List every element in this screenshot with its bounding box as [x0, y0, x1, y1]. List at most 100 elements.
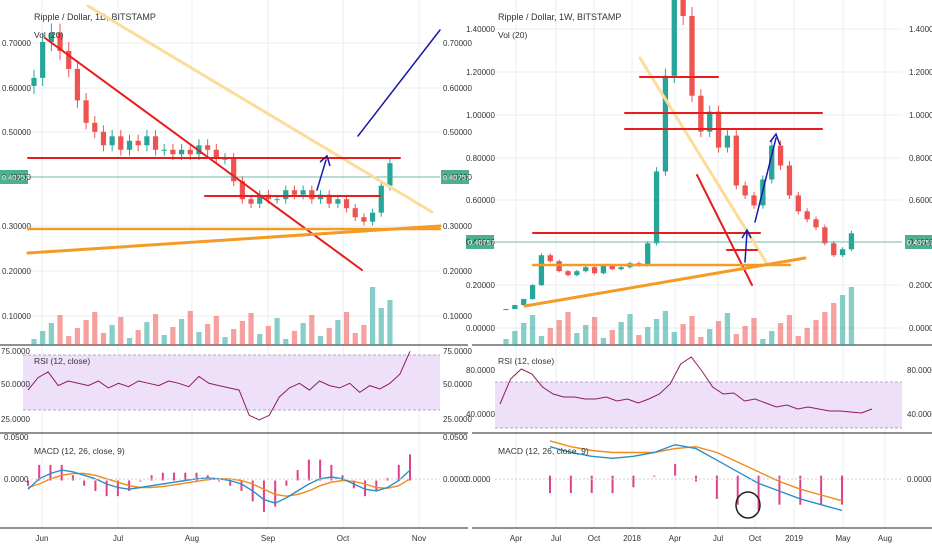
right-candle	[742, 185, 748, 196]
right-macd-tick: 0.0000	[907, 475, 932, 484]
right-candle	[804, 211, 810, 220]
left-macd-label: MACD (12, 26, close, 9)	[34, 446, 125, 456]
left-candle	[257, 194, 263, 204]
right-x-tick: 2019	[785, 534, 803, 543]
left-volume-bar	[317, 336, 324, 345]
left-rsi-band	[23, 355, 440, 410]
right-price-tick-left: 0.40000	[466, 238, 495, 247]
left-price-tick-left: 0.50000	[2, 128, 31, 137]
left-price-tick: 0.40000	[443, 173, 472, 182]
right-candle	[831, 243, 837, 256]
left-price-badge: 0.40757	[443, 173, 470, 182]
left-price-tick-left: 0.60000	[2, 84, 31, 93]
right-candle	[680, 0, 686, 16]
right-price-tick: 0.20000	[909, 281, 932, 290]
left-candle	[144, 136, 150, 146]
right-price-tick-left: 1.20000	[466, 68, 495, 77]
left-candle	[83, 100, 89, 123]
right-volume-bar	[512, 331, 518, 345]
left-candle	[343, 199, 350, 209]
left-x-tick: Jun	[36, 534, 49, 543]
left-volume-bar	[161, 335, 167, 345]
right-volume-bar	[742, 326, 748, 345]
left-candle	[135, 140, 141, 146]
left-price-tick: 0.70000	[443, 39, 472, 48]
right-volume-bar	[680, 324, 686, 345]
right-volume-bar	[831, 303, 837, 345]
right-price-tick: 0.80000	[909, 154, 932, 163]
left-rsi-line	[27, 351, 411, 421]
right-projection-arrow-head	[769, 132, 781, 146]
left-volume-bar	[291, 331, 298, 345]
right-macd-hist-bar	[715, 475, 718, 499]
left-macd-hist-bar	[409, 454, 411, 481]
left-price-tick-left: 0.40000	[2, 173, 31, 182]
right-candle	[707, 111, 713, 132]
left-volume-bar	[248, 313, 254, 345]
left-volume-bar	[187, 311, 193, 345]
left-macd-tick-left: 0.0000	[4, 475, 29, 484]
right-candle	[671, 0, 677, 76]
left-volume-bar	[144, 322, 150, 345]
left-volume-bar	[283, 339, 289, 345]
left-candle	[118, 136, 124, 150]
left-volume-bar	[326, 328, 332, 345]
right-macd-hist-bar	[736, 475, 739, 505]
right-volume-bar	[645, 327, 651, 345]
right-rsi-tick: 80.0000	[907, 366, 932, 375]
right-price-tick: 0.40000	[909, 238, 932, 247]
right-candle	[645, 243, 651, 266]
left-volume-bar	[31, 339, 37, 345]
right-macd-signal-line	[549, 440, 843, 502]
right-volume-bar	[565, 312, 571, 345]
left-macd-hist-bar	[94, 480, 97, 491]
left-volume-bar	[257, 334, 263, 345]
right-long-resistance-trendline	[638, 56, 768, 264]
left-volume-bar	[369, 287, 376, 345]
left-price-tick: 0.10000	[443, 312, 472, 321]
left-candle	[178, 149, 185, 155]
right-macd-label: MACD (12, 26, close, 9)	[498, 446, 589, 456]
right-x-tick: Apr	[669, 534, 682, 543]
annotations	[26, 4, 823, 519]
left-volume-bar	[152, 314, 159, 345]
left-candle	[291, 190, 298, 195]
right-rsi-tick-left: 80.0000	[466, 366, 495, 375]
right-candle	[503, 309, 509, 311]
left-candles	[31, 23, 393, 226]
right-volume-bar	[733, 334, 739, 345]
left-candle	[74, 68, 81, 101]
left-macd-hist-bar	[27, 480, 29, 486]
right-candle	[521, 299, 527, 306]
right-price-tick: 1.40000	[909, 25, 932, 34]
right-candle	[600, 265, 607, 274]
left-candle	[300, 190, 306, 195]
left-macd-hist-bar	[161, 472, 164, 481]
right-price-tick-left: 0.60000	[466, 196, 495, 205]
right-price-tick-left: 0.80000	[466, 154, 495, 163]
right-macd-hist-bar	[653, 475, 656, 477]
left-projection-line	[357, 29, 441, 137]
left-volume-bar	[83, 320, 89, 345]
left-macd-hist-bar	[173, 472, 176, 481]
right-candle	[574, 271, 580, 276]
left-volume-bar	[309, 315, 315, 345]
left-macd-tick: 0.0500	[443, 433, 468, 442]
left-candle	[170, 149, 176, 155]
left-price-tick: 0.20000	[443, 267, 472, 276]
right-x-tick: Apr	[510, 534, 523, 543]
right-candle	[662, 75, 669, 172]
right-price-tick-left: 1.40000	[466, 25, 495, 34]
right-candle	[512, 305, 518, 310]
left-rsi-label: RSI (12, close)	[34, 356, 90, 366]
right-rsi-line	[499, 356, 873, 414]
right-candle	[751, 195, 757, 206]
right-volume-bar	[591, 317, 598, 345]
left-price-tick: 0.60000	[443, 84, 472, 93]
left-volume-bar	[361, 325, 367, 345]
right-volume-bar	[707, 329, 713, 345]
right-volume-bar	[715, 321, 722, 345]
left-macd-hist-bar	[319, 459, 322, 481]
left-macd-hist-bar	[364, 480, 367, 497]
left-candle	[239, 181, 245, 200]
